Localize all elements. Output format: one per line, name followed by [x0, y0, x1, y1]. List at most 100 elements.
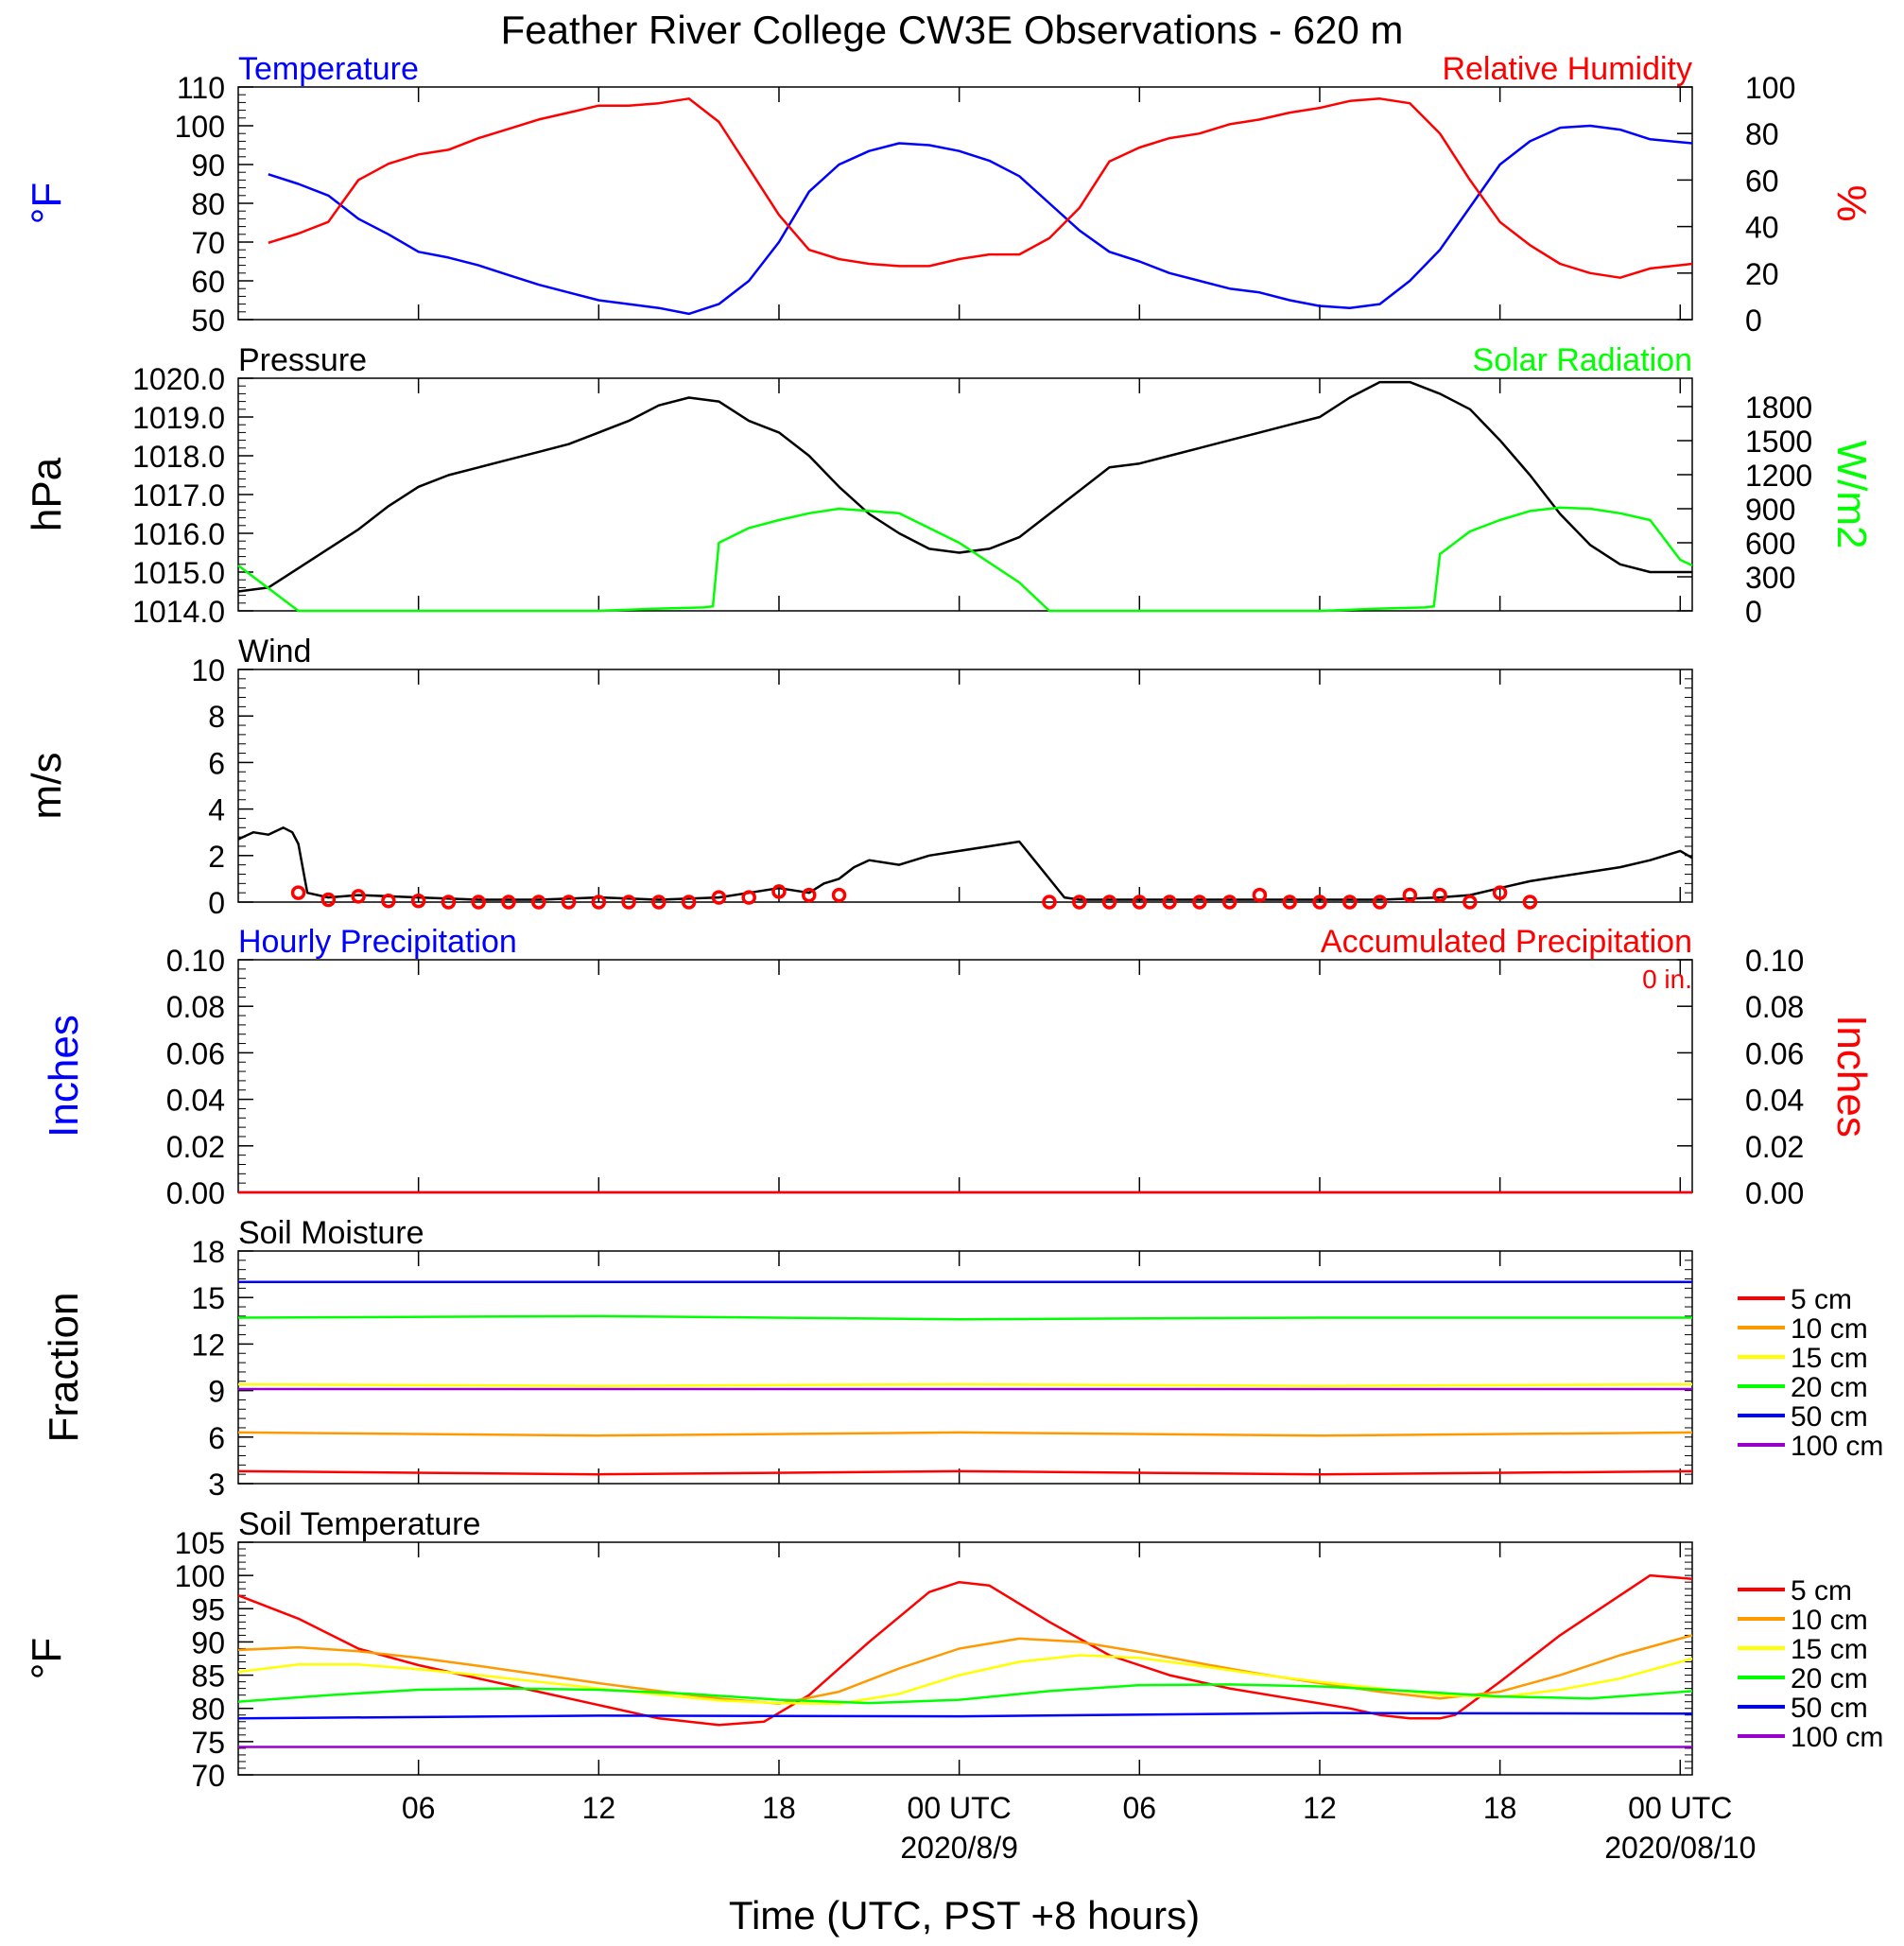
panel-title-left: Soil Moisture	[238, 1215, 424, 1251]
legend-label: 10 cm	[1791, 1313, 1868, 1345]
ytick-label-right: 1200	[1745, 459, 1812, 493]
ytick-label-left: 90	[191, 1625, 225, 1659]
xtick-label: 06	[1123, 1791, 1157, 1825]
panel-2: 1020.0 1019.0 1018.0 1017.0 1016.0 1015.0 1014…	[24, 342, 1875, 629]
ytick-label-left: 100	[175, 110, 225, 144]
ytick-label-left: 0.02	[166, 1130, 225, 1164]
ytick-label-left: 0.08	[166, 990, 225, 1024]
figure-title: Feather River College CW3E Observations …	[501, 8, 1404, 52]
wind-marker	[1463, 895, 1478, 910]
ytick-label-left: 0.06	[166, 1036, 225, 1070]
legend-label: 50 cm	[1791, 1401, 1868, 1433]
wind-marker	[1402, 887, 1418, 903]
wind-marker	[441, 895, 457, 910]
xtick-label: 00 UTC	[1628, 1791, 1732, 1825]
series-line-15-cm	[237, 1654, 1693, 1706]
series-line-20-cm	[237, 1683, 1693, 1705]
ytick-label-left: 90	[191, 148, 225, 182]
ytick-label-right: 0.06	[1745, 1036, 1804, 1070]
ytick-label-right: 0.04	[1745, 1084, 1804, 1118]
wind-marker	[1522, 895, 1538, 910]
wind-marker	[381, 894, 396, 909]
ytick-label-right: 0.02	[1745, 1130, 1804, 1164]
ytick-label-left: 18	[191, 1235, 225, 1269]
panel-title-left: Temperature	[238, 51, 419, 87]
series-line-50-cm	[237, 1711, 1693, 1720]
ytick-label-right: 0	[1745, 304, 1762, 338]
wind-marker	[1101, 895, 1117, 910]
ytick-label-right: 0	[1745, 595, 1762, 629]
wind-marker	[1252, 887, 1268, 903]
xtick-label: 12	[582, 1791, 616, 1825]
ytick-label-right: 1800	[1745, 391, 1812, 425]
wind-marker	[1192, 895, 1207, 910]
plot-frame	[237, 669, 1693, 903]
wind-marker	[771, 884, 787, 899]
series-line-solar-radiation	[237, 506, 1693, 613]
series-line-15-cm	[237, 1382, 1693, 1387]
ylabel-left: m/s	[24, 753, 70, 820]
ytick-label-left: 4	[208, 793, 225, 827]
wind-marker	[320, 892, 337, 908]
annotation-label: 0 in.	[1642, 964, 1692, 994]
ylabel-right: %	[1828, 184, 1875, 221]
wind-marker	[561, 895, 577, 910]
wind-marker	[831, 887, 847, 903]
ytick-label-left: 100	[175, 1559, 225, 1593]
series-line-5-cm	[237, 1469, 1693, 1476]
wind-marker	[741, 890, 756, 905]
ytick-label-right: 100	[1745, 71, 1795, 105]
series-line-10-cm	[237, 1634, 1693, 1706]
legend-label: 5 cm	[1791, 1284, 1852, 1315]
ytick-label-left: 70	[191, 1759, 225, 1793]
series-line-5-cm	[237, 1573, 1693, 1727]
series-line-temperature	[268, 124, 1693, 316]
ylabel-right: Inches	[1828, 1015, 1875, 1138]
panel-title-left: Soil Temperature	[238, 1506, 480, 1542]
ylabel-left: hPa	[24, 457, 70, 531]
ytick-label-right: 60	[1745, 164, 1779, 198]
ytick-label-left: 6	[208, 1421, 225, 1455]
wind-marker	[681, 895, 697, 910]
panel-4: 0.10 0.08 0.06 0.04 0.02 0.00 0.10 0.08 0.06 0.04…	[41, 924, 1875, 1210]
wind-marker	[1312, 895, 1327, 910]
ytick-label-left: 0	[208, 886, 225, 920]
wind-marker	[621, 895, 636, 910]
ytick-label-right: 600	[1745, 527, 1795, 561]
series-line-relative-humidity	[268, 97, 1693, 279]
legend-label: 20 cm	[1791, 1663, 1868, 1694]
ytick-label-left: 60	[191, 265, 225, 299]
ytick-label-right: 900	[1745, 493, 1795, 527]
ytick-label-left: 3	[208, 1468, 225, 1502]
legend-label: 10 cm	[1791, 1605, 1868, 1636]
plot-frame	[237, 1250, 1693, 1485]
wind-marker	[1072, 895, 1087, 910]
ytick-label-left: 9	[208, 1375, 225, 1409]
ytick-label-left: 0.00	[166, 1176, 225, 1210]
ylabel-left: °F	[24, 182, 70, 224]
series-line-20-cm	[237, 1314, 1692, 1321]
ytick-label-left: 1018.0	[132, 440, 225, 474]
ytick-label-left: 1016.0	[132, 517, 225, 551]
wind-marker	[290, 885, 306, 900]
legend-label: 100 cm	[1791, 1431, 1883, 1462]
plot-frame	[237, 959, 1693, 1193]
ytick-label-right: 20	[1745, 257, 1779, 291]
xtick-label: 06	[402, 1791, 436, 1825]
ytick-label-left: 1020.0	[132, 362, 225, 396]
panel-title-right: Solar Radiation	[1473, 342, 1692, 378]
wind-marker	[711, 890, 727, 905]
legend-label: 20 cm	[1791, 1372, 1868, 1403]
legend-label: 100 cm	[1791, 1722, 1883, 1753]
wind-marker	[1372, 895, 1388, 910]
panel-title-right: Relative Humidity	[1442, 51, 1692, 87]
wind-marker	[1282, 895, 1297, 910]
wind-marker	[471, 895, 486, 910]
ylabel-left: Inches	[41, 1015, 87, 1138]
wind-marker	[802, 887, 817, 903]
legend-label: 15 cm	[1791, 1343, 1868, 1374]
ytick-label-left: 105	[175, 1526, 225, 1560]
ytick-label-left: 50	[191, 304, 225, 338]
